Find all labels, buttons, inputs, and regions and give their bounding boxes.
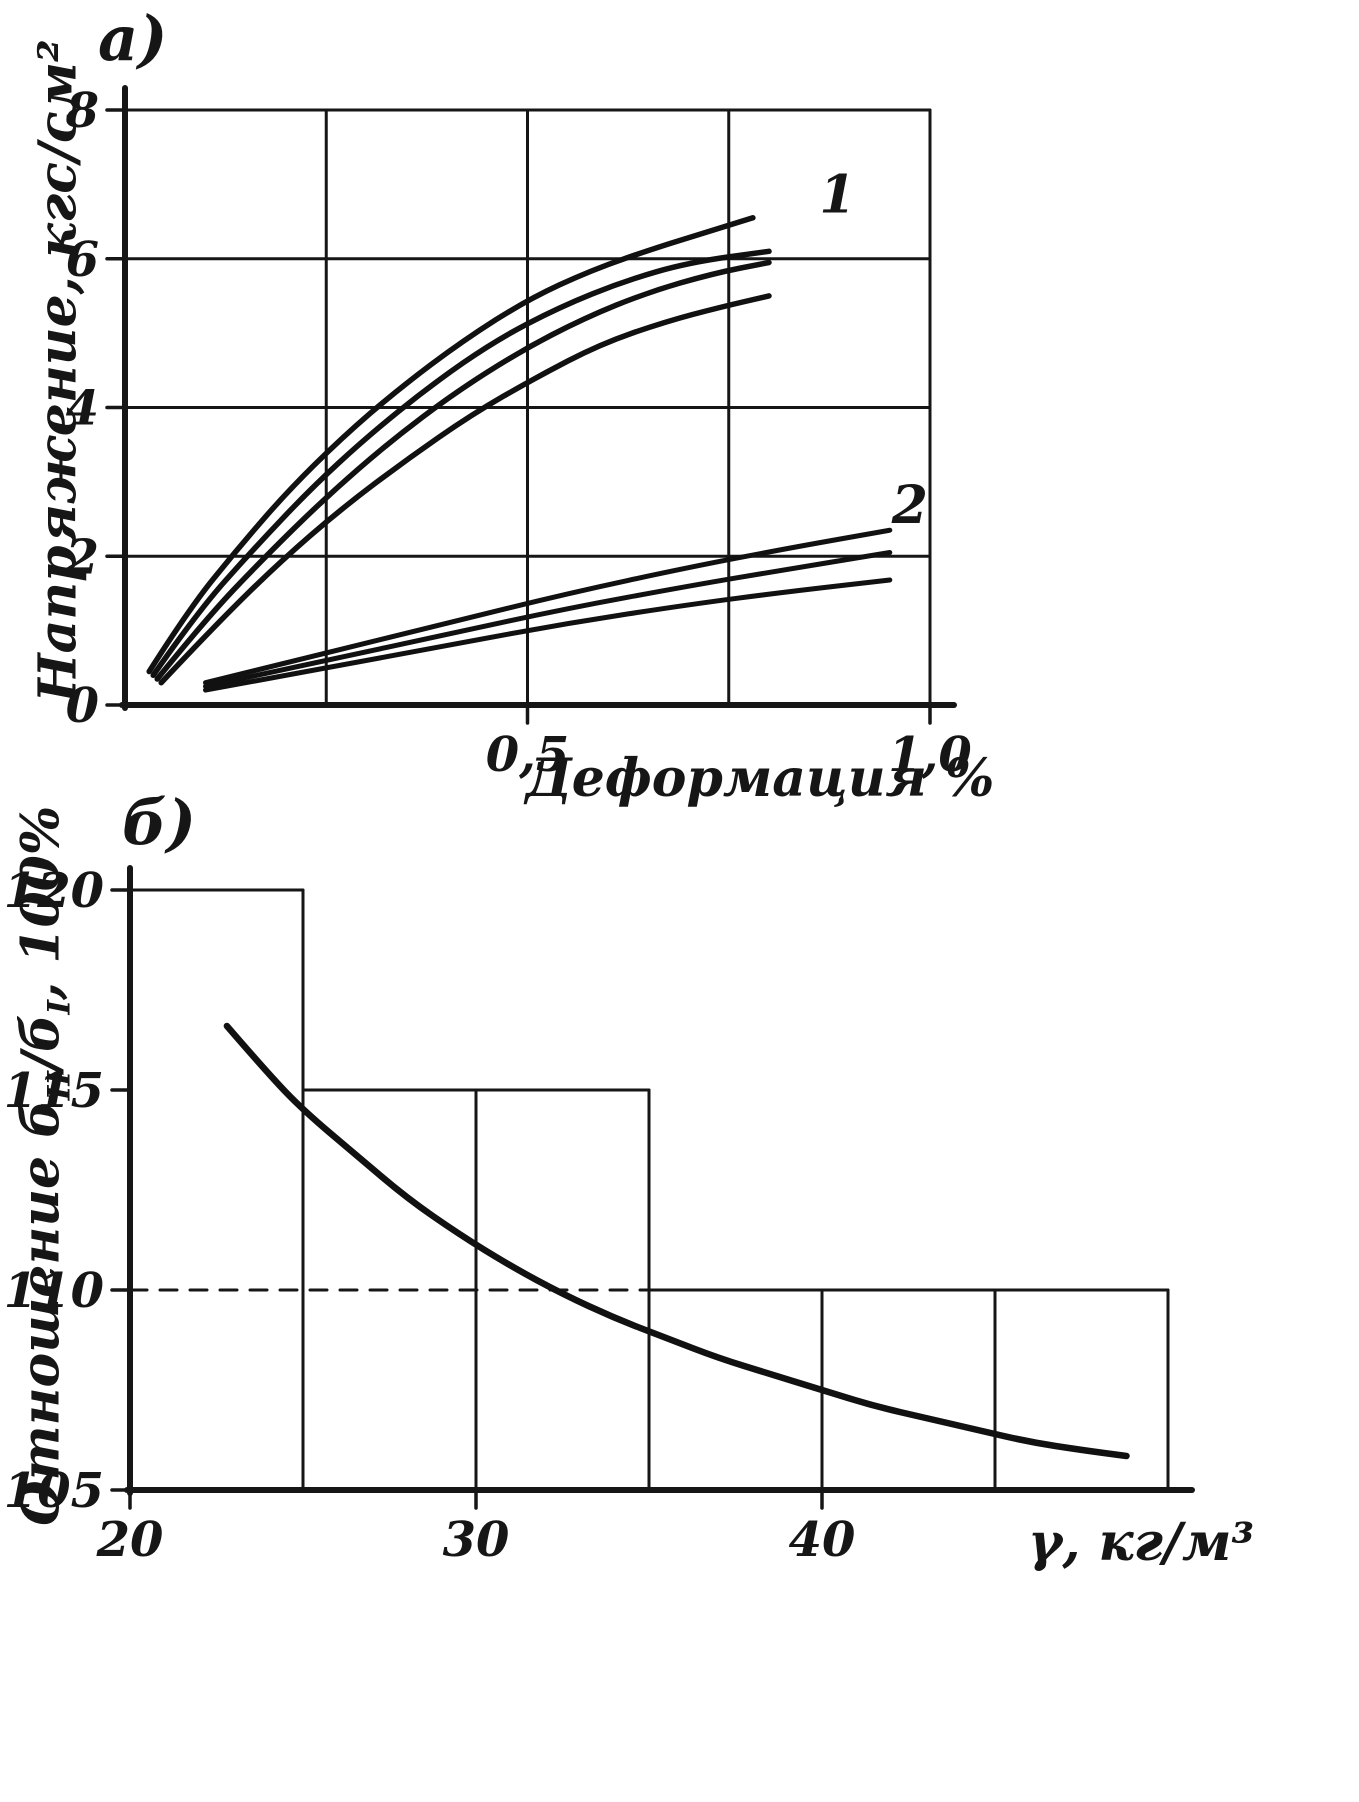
ratio-density-chart: 20 30 40 105 110 115 120 bbox=[4, 863, 1195, 1568]
y-tick-label: 105 bbox=[4, 1463, 104, 1519]
x-tick-label: 40 bbox=[789, 1512, 856, 1568]
group2-line-3 bbox=[203, 577, 893, 693]
group1-curve-4 bbox=[158, 293, 772, 686]
x-tick-label: 1,0 bbox=[888, 727, 972, 783]
x-tick-label: 0,5 bbox=[486, 727, 570, 783]
y-tick-label: 2 bbox=[65, 529, 99, 585]
curve-group-label: 1 bbox=[819, 165, 855, 226]
y-tick-label: 4 bbox=[66, 381, 99, 437]
curve-group-label: 2 bbox=[891, 475, 928, 536]
group1-curve-3 bbox=[154, 259, 772, 682]
group1-curve-2 bbox=[150, 248, 772, 679]
panel-a-label: а) bbox=[98, 2, 168, 75]
x-tick-label: 20 bbox=[96, 1512, 164, 1568]
y-tick-label: 120 bbox=[4, 863, 104, 919]
panel-b-label: б) bbox=[122, 786, 197, 859]
y-tick-label: 115 bbox=[4, 1063, 104, 1119]
chart-b-x-axis-title: γ, кг/м³ bbox=[1028, 1512, 1255, 1573]
stress-strain-chart: 0,5 1,0 0 2 4 6 8 1 2 bbox=[65, 83, 972, 783]
chart-a-x-axis-title: Деформация % bbox=[525, 748, 995, 809]
y-tick-label: 110 bbox=[4, 1263, 104, 1319]
group2-line-1 bbox=[203, 527, 893, 686]
group2-line-2 bbox=[203, 550, 893, 689]
x-tick-label: 30 bbox=[443, 1512, 510, 1568]
ratio-curve bbox=[223, 1022, 1130, 1460]
y-tick-label: 0 bbox=[66, 678, 99, 734]
y-tick-label: 6 bbox=[66, 232, 99, 288]
group1-curve-1 bbox=[146, 215, 756, 675]
y-tick-label: 8 bbox=[65, 83, 99, 139]
